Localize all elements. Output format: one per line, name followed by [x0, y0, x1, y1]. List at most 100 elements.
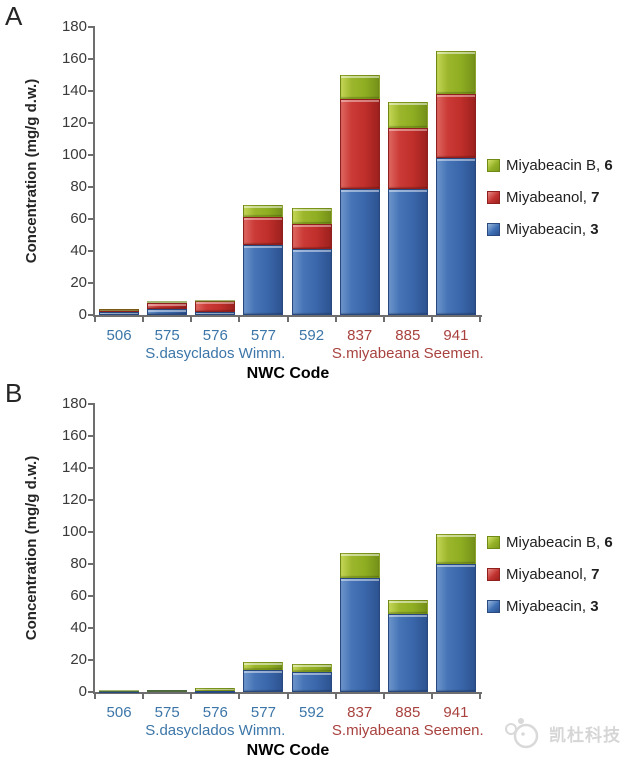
y-tick-label: 120 [61, 114, 87, 131]
x-category-label: 575 [154, 704, 180, 721]
bar-segment-green [339, 75, 380, 99]
bar-segment-green [291, 664, 332, 672]
y-tick-label: 180 [61, 18, 87, 35]
x-tick-mark [238, 317, 241, 322]
legend-item: Miyabeacin B, 6 [487, 532, 613, 552]
y-tick-mark [88, 403, 93, 405]
y-tick-mark [88, 218, 93, 220]
y-tick-label: 100 [61, 146, 87, 163]
bar-segment-red [291, 223, 332, 250]
x-tick-mark [94, 317, 96, 322]
legend: Miyabeacin B, 6 Miyabeanol, 7 Miyabeacin, … [487, 532, 613, 616]
bar-segment-green [147, 300, 188, 303]
bar-segment-red [435, 94, 476, 159]
x-category-label: 506 [106, 704, 132, 721]
x-tick-mark [382, 694, 385, 699]
y-tick-label: 80 [70, 178, 87, 195]
bar-segment-green [339, 552, 380, 579]
y-tick-mark [88, 659, 93, 661]
red-swatch-icon [487, 190, 500, 204]
x-group-label: S.miyabeana Seemen. [331, 722, 484, 739]
legend-number: 3 [590, 220, 599, 238]
y-tick-label: 180 [61, 395, 87, 412]
legend-item: Miyabeacin, 3 [487, 219, 613, 239]
bar-segment-green [195, 688, 236, 691]
bar-segment-blue [243, 669, 284, 692]
x-category-label: 941 [443, 704, 469, 721]
y-tick-mark [88, 499, 93, 501]
bar-segment-green [195, 299, 236, 302]
x-tick-mark [190, 694, 193, 699]
x-axis-line [93, 315, 482, 317]
legend-label: Miyabeacin B, 6 [506, 533, 613, 551]
x-tick-mark [430, 317, 433, 322]
y-tick-label: 140 [61, 459, 87, 476]
x-category-label: 592 [299, 704, 325, 721]
y-tick-label: 0 [78, 306, 87, 323]
panel-label-b: B [5, 378, 23, 408]
y-tick-mark [88, 58, 93, 60]
green-swatch-icon [487, 535, 500, 549]
x-category-label: 837 [347, 704, 373, 721]
y-tick-mark [88, 531, 93, 533]
y-tick-label: 100 [61, 523, 87, 540]
bar-segment-blue [435, 564, 476, 692]
bar-segment-green [435, 533, 476, 564]
x-tick-mark [94, 694, 96, 699]
y-tick-mark [88, 563, 93, 565]
y-tick-mark [88, 467, 93, 469]
y-axis-title: Concentration (mg/g d.w.) [23, 455, 40, 641]
x-category-label: 885 [395, 704, 421, 721]
x-tick-mark [142, 317, 145, 322]
bar-segment-blue [147, 308, 188, 315]
x-tick-mark [430, 694, 433, 699]
y-tick-label: 40 [70, 619, 87, 636]
x-category-label: 577 [250, 704, 276, 721]
bar-segment-blue [387, 188, 428, 315]
x-tick-mark [334, 694, 337, 699]
x-group-label: S.miyabeana Seemen. [331, 345, 484, 362]
bar-segment-red [243, 217, 284, 245]
legend-label: Miyabeacin B, 6 [506, 156, 613, 174]
y-tick-label: 80 [70, 555, 87, 572]
legend-label: Miyabeacin, 3 [506, 597, 599, 615]
y-tick-label: 160 [61, 50, 87, 67]
panel-label-a: A [5, 1, 23, 31]
chart-panel-a: A Concentration (mg/g d.w.) NWC Code Miy… [5, 1, 613, 382]
x-tick-mark [479, 694, 481, 699]
bar-segment-blue [387, 614, 428, 692]
x-tick-mark [286, 317, 289, 322]
y-tick-mark [88, 435, 93, 437]
legend: Miyabeacin B, 6 Miyabeanol, 7 Miyabeacin, … [487, 155, 613, 239]
bar-segment-green [99, 308, 139, 311]
bar-segment-blue [291, 672, 332, 692]
x-category-label: 941 [443, 327, 469, 344]
y-tick-mark [88, 314, 93, 316]
y-tick-mark [88, 595, 93, 597]
legend-number: 7 [591, 565, 600, 583]
y-axis-title: Concentration (mg/g d.w.) [23, 78, 40, 264]
y-axis-line [93, 403, 95, 694]
watermark-logo-icon [505, 718, 539, 749]
bar-segment-blue [243, 244, 284, 315]
y-tick-mark [88, 154, 93, 156]
x-tick-mark [479, 317, 481, 322]
bar-segment-red [147, 303, 188, 309]
y-tick-mark [88, 282, 93, 284]
y-tick-mark [88, 26, 93, 28]
bar-segment-blue [291, 249, 332, 315]
bar-segment-red [339, 99, 380, 189]
bar-segment-blue [195, 690, 236, 693]
bar-segment-blue [339, 578, 380, 692]
legend-label: Miyabeanol, 7 [506, 565, 600, 583]
bar-segment-blue [195, 311, 236, 315]
y-tick-label: 60 [70, 587, 87, 604]
x-category-label: 576 [202, 327, 228, 344]
legend-label: Miyabeanol, 7 [506, 188, 600, 206]
x-category-label: 506 [106, 327, 132, 344]
y-tick-mark [88, 122, 93, 124]
y-tick-mark [88, 186, 93, 188]
y-tick-label: 120 [61, 491, 87, 508]
y-axis-line [93, 26, 95, 317]
bar-segment-green [387, 600, 428, 615]
